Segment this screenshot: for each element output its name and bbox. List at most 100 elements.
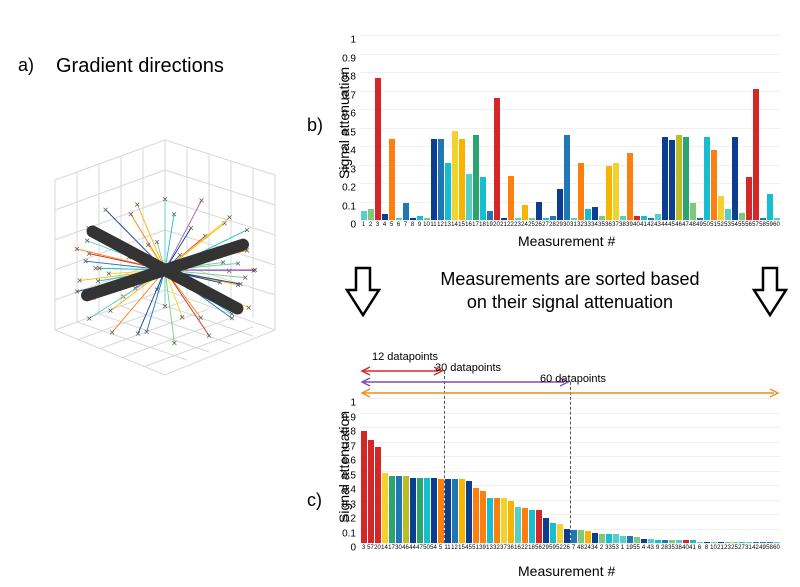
xtick: 54: [430, 543, 437, 551]
xtick: 29: [556, 220, 563, 228]
xtick: 26: [535, 220, 542, 228]
bar: [389, 476, 395, 543]
xtick: 12: [437, 220, 444, 228]
xtick: 39: [479, 543, 486, 551]
ytick: 0.6: [342, 109, 360, 120]
xtick: 14: [381, 543, 388, 551]
xtick: 47: [682, 220, 689, 228]
xtick: 56: [745, 220, 752, 228]
chart-b: Signal attenuation 123456789101112131415…: [360, 35, 780, 220]
mid-line1: Measurements are sorted based: [440, 269, 699, 289]
bar: [606, 166, 612, 220]
bar: [522, 205, 528, 220]
ytick: 0.6: [342, 456, 360, 467]
xtick: 8: [703, 543, 710, 551]
bar: [704, 137, 710, 220]
xtick: 44: [409, 543, 416, 551]
xtick: 11: [430, 220, 437, 228]
xtick: 48: [689, 220, 696, 228]
bar: [550, 523, 556, 543]
xtick: 37: [612, 220, 619, 228]
bar: [669, 140, 675, 220]
bar: [620, 536, 626, 543]
xtick: 33: [584, 220, 591, 228]
ytick: 0.7: [342, 441, 360, 452]
bar: [725, 209, 731, 220]
ytick: 0.2: [342, 183, 360, 194]
ytick: 0.9: [342, 412, 360, 423]
xtick: 16: [514, 543, 521, 551]
xtick: 3: [360, 543, 367, 551]
bar: [417, 478, 423, 543]
xtick: 44: [661, 220, 668, 228]
bar: [473, 488, 479, 543]
bar: [578, 530, 584, 543]
ytick: 0.4: [342, 485, 360, 496]
xtick: 4: [381, 220, 388, 228]
xtick: 21: [717, 543, 724, 551]
xtick: 59: [549, 543, 556, 551]
bar: [767, 194, 773, 220]
bar: [732, 137, 738, 220]
marker-label: 30 datapoints: [435, 362, 501, 374]
xtick: 49: [696, 220, 703, 228]
panel-c-label: c): [307, 490, 322, 511]
xtick: 25: [528, 220, 535, 228]
ytick: 0.2: [342, 514, 360, 525]
bar: [676, 135, 682, 220]
xtick: 13: [444, 220, 451, 228]
bar: [627, 536, 633, 543]
bar: [564, 135, 570, 220]
chart-c-plot: 12 datapoints30 datapoints60 datapoints: [360, 398, 780, 543]
xtick: 10: [710, 543, 717, 551]
xtick: 31: [570, 220, 577, 228]
bar: [564, 529, 570, 544]
bar: [578, 163, 584, 220]
xtick: 40: [633, 220, 640, 228]
xtick: 35: [598, 220, 605, 228]
xtick: 7: [402, 220, 409, 228]
bar: [718, 196, 724, 220]
xtick: 41: [640, 220, 647, 228]
xtick: 24: [584, 543, 591, 551]
bar: [410, 478, 416, 543]
bar: [487, 211, 493, 220]
xtick: 32: [577, 220, 584, 228]
xtick: 34: [591, 220, 598, 228]
marker-label: 12 datapoints: [372, 351, 438, 363]
xtick: 45: [465, 543, 472, 551]
bar: [662, 137, 668, 220]
bar: [452, 479, 458, 543]
bar: [361, 431, 367, 543]
bar: [494, 98, 500, 220]
xtick: 15: [458, 543, 465, 551]
xtick: 8: [409, 220, 416, 228]
xtick: 4: [640, 543, 647, 551]
xtick: 7: [570, 543, 577, 551]
bar: [522, 508, 528, 543]
xtick: 53: [724, 220, 731, 228]
xtick: 43: [654, 220, 661, 228]
xtick: 36: [507, 543, 514, 551]
xtick: 52: [717, 220, 724, 228]
ytick: 1: [350, 398, 360, 409]
xtick: 24: [521, 220, 528, 228]
marker-label: 60 datapoints: [540, 373, 606, 385]
xtick: 38: [675, 543, 682, 551]
bar: [683, 137, 689, 220]
xtick: 2: [598, 543, 605, 551]
xtick: 17: [388, 543, 395, 551]
xtick: 50: [703, 220, 710, 228]
bar: [375, 78, 381, 220]
xtick: 46: [675, 220, 682, 228]
xtick: 15: [458, 220, 465, 228]
xtick: 32: [493, 543, 500, 551]
arrow-right-down: [750, 265, 790, 320]
xtick: 1: [619, 543, 626, 551]
xtick: 60: [773, 543, 780, 551]
bar: [592, 207, 598, 220]
xtick: 21: [500, 220, 507, 228]
xtick: 47: [416, 543, 423, 551]
xtick: 12: [451, 543, 458, 551]
xtick: 5: [388, 220, 395, 228]
